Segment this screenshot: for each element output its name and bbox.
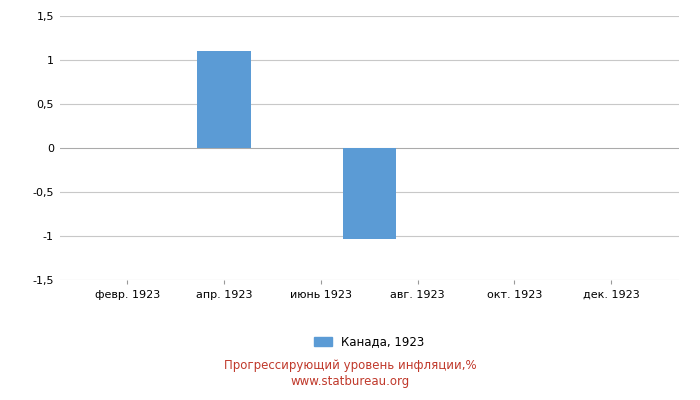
Legend: Канада, 1923: Канада, 1923 — [309, 331, 429, 353]
Bar — [197, 51, 251, 148]
Text: Прогрессирующий уровень инфляции,%: Прогрессирующий уровень инфляции,% — [224, 360, 476, 372]
Text: www.statbureau.org: www.statbureau.org — [290, 376, 410, 388]
Bar — [342, 148, 396, 239]
